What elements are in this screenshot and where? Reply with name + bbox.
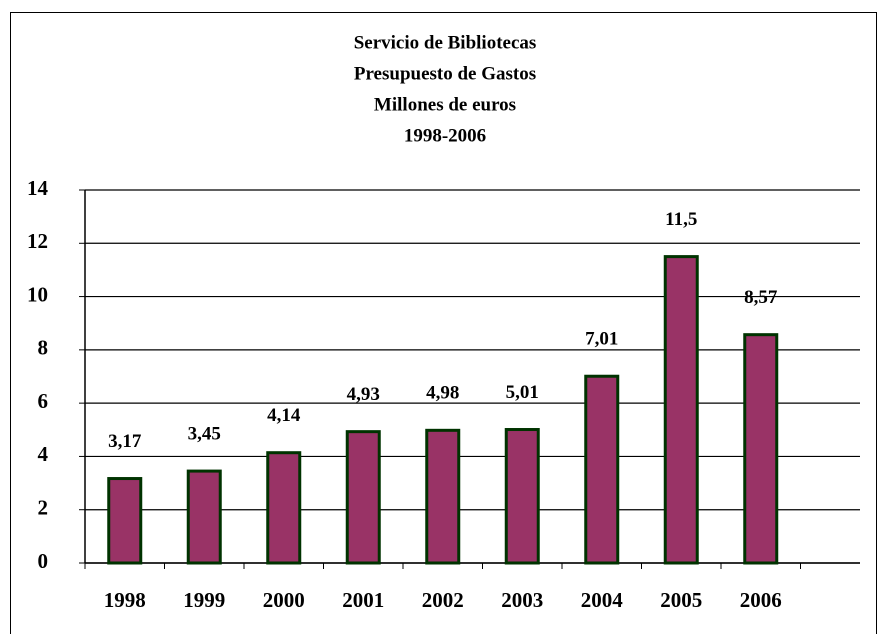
- chart-title: Servicio de Bibliotecas: [354, 32, 537, 53]
- value-label: 3,17: [108, 431, 142, 452]
- bar: [186, 469, 222, 565]
- x-tick-label: 2004: [581, 588, 624, 612]
- value-label: 11,5: [665, 209, 697, 230]
- x-tick-label: 2001: [342, 588, 384, 612]
- value-label: 4,98: [426, 383, 459, 404]
- chart-title: Presupuesto de Gastos: [354, 63, 536, 84]
- value-label: 7,01: [585, 329, 618, 350]
- bar: [504, 428, 540, 565]
- x-tick-label: 2005: [660, 588, 702, 612]
- x-tick-label: 1999: [183, 588, 225, 612]
- bar: [743, 333, 779, 565]
- bar: [107, 477, 143, 565]
- bar: [663, 255, 699, 565]
- y-tick-label: 6: [38, 389, 49, 413]
- bar: [584, 374, 620, 565]
- value-label: 8,57: [744, 287, 778, 308]
- chart-title: 1998-2006: [404, 125, 486, 146]
- y-tick-label: 12: [27, 229, 48, 253]
- x-tick-label: 1998: [104, 588, 146, 612]
- x-tick-label: 2003: [501, 588, 543, 612]
- chart-title: Millones de euros: [374, 94, 516, 115]
- x-tick-label: 2000: [263, 588, 305, 612]
- y-tick-label: 10: [27, 282, 48, 306]
- value-label: 4,14: [267, 405, 301, 426]
- bar: [266, 451, 302, 565]
- bar: [345, 430, 381, 565]
- y-tick-label: 0: [38, 549, 49, 573]
- value-label: 4,93: [347, 384, 380, 405]
- y-tick-label: 4: [38, 442, 49, 466]
- x-tick-label: 2006: [740, 588, 782, 612]
- x-tick-label: 2002: [422, 588, 464, 612]
- value-label: 3,45: [188, 423, 221, 444]
- chart-border: [10, 12, 877, 634]
- y-tick-label: 14: [27, 176, 49, 200]
- y-tick-label: 8: [38, 336, 49, 360]
- bar: [425, 428, 461, 565]
- y-tick-label: 2: [38, 496, 49, 520]
- value-label: 5,01: [506, 382, 539, 403]
